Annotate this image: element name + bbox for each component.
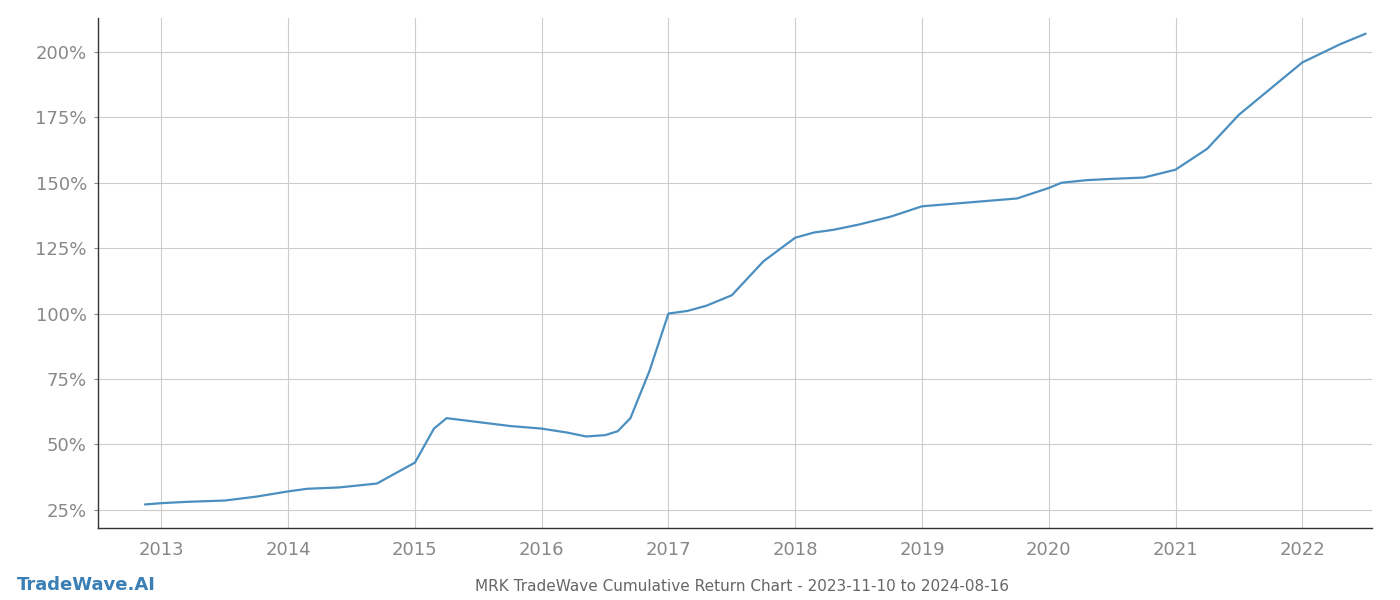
- Text: MRK TradeWave Cumulative Return Chart - 2023-11-10 to 2024-08-16: MRK TradeWave Cumulative Return Chart - …: [475, 579, 1009, 594]
- Text: TradeWave.AI: TradeWave.AI: [17, 576, 155, 594]
